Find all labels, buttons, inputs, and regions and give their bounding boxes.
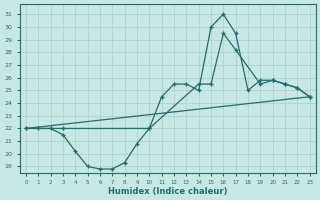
X-axis label: Humidex (Indice chaleur): Humidex (Indice chaleur) <box>108 187 228 196</box>
